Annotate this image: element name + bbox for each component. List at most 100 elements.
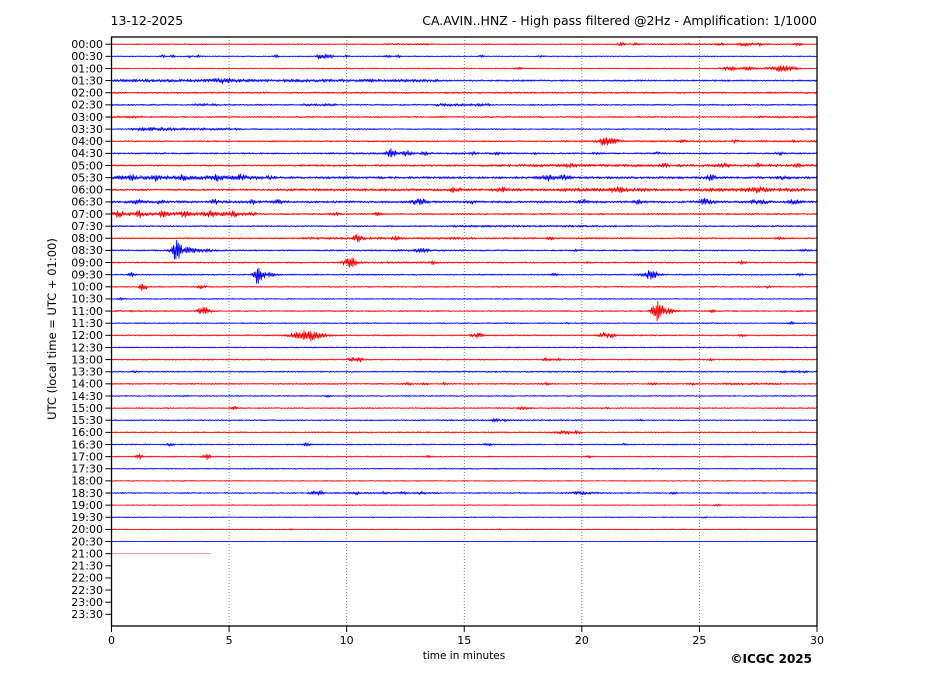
x-tick-label-20: 20 (575, 634, 589, 647)
y-tick-label-11:30: 11:30 (71, 317, 103, 330)
y-tick-label-05:00: 05:00 (71, 159, 103, 172)
y-tick-label-13:00: 13:00 (71, 353, 103, 366)
credit: ©ICGC 2025 (730, 652, 812, 666)
trace-11:00 (111, 300, 818, 322)
y-tick-label-23:00: 23:00 (71, 596, 103, 609)
trace-13:30 (111, 370, 818, 374)
x-axis-tick-labels: 0 5 10 15 20 25 30 (108, 634, 824, 647)
x-axis-ticks (111, 626, 818, 632)
y-tick-label-10:00: 10:00 (71, 281, 103, 294)
y-tick-label-05:30: 05:30 (71, 171, 103, 184)
gridlines (228, 37, 700, 626)
y-tick-label-06:00: 06:00 (71, 184, 103, 197)
y-tick-label-20:30: 20:30 (71, 535, 103, 548)
trace-09:00 (111, 257, 818, 268)
trace-20:30 (111, 540, 818, 543)
trace-19:00 (111, 503, 818, 507)
y-tick-label-06:30: 06:30 (71, 196, 103, 209)
y-tick-label-01:30: 01:30 (71, 74, 103, 87)
y-tick-label-00:30: 00:30 (71, 50, 103, 63)
y-tick-label-16:00: 16:00 (71, 426, 103, 439)
y-tick-label-22:30: 22:30 (71, 584, 103, 597)
trace-08:00 (111, 234, 818, 243)
trace-06:00 (111, 186, 818, 194)
trace-05:30 (111, 173, 818, 182)
x-axis-label: time in minutes (423, 650, 505, 662)
trace-00:00 (111, 41, 818, 47)
y-axis-label: UTC (local time = UTC + 01:00) (45, 238, 59, 420)
x-tick-label-5: 5 (226, 634, 233, 647)
y-tick-label-02:00: 02:00 (71, 87, 103, 100)
y-tick-label-14:00: 14:00 (71, 378, 103, 391)
y-tick-label-01:00: 01:00 (71, 62, 103, 75)
y-tick-label-15:30: 15:30 (71, 414, 103, 427)
y-tick-label-10:30: 10:30 (71, 293, 103, 306)
y-tick-label-14:30: 14:30 (71, 390, 103, 403)
trace-11:30 (111, 321, 818, 325)
trace-18:00 (111, 480, 818, 482)
trace-08:30 (111, 239, 818, 260)
y-tick-label-04:30: 04:30 (71, 147, 103, 160)
y-tick-label-23:30: 23:30 (71, 608, 103, 621)
x-tick-label-30: 30 (810, 634, 824, 647)
trace-04:00 (111, 137, 818, 146)
trace-02:30 (111, 103, 818, 107)
y-tick-label-19:00: 19:00 (71, 499, 103, 512)
y-tick-label-09:00: 09:00 (71, 256, 103, 269)
x-tick-label-10: 10 (340, 634, 354, 647)
y-tick-label-16:30: 16:30 (71, 438, 103, 451)
y-tick-label-19:30: 19:30 (71, 511, 103, 524)
trace-14:30 (111, 394, 818, 398)
y-axis-ticks (105, 43, 112, 615)
y-tick-label-21:00: 21:00 (71, 547, 103, 560)
station-title: CA.AVIN..HNZ - High pass filtered @2Hz -… (422, 13, 817, 28)
trace-18:30 (111, 490, 818, 496)
trace-15:00 (111, 406, 818, 411)
y-axis-tick-labels: 00:0000:3001:0001:3002:0002:3003:0003:30… (71, 38, 103, 621)
trace-10:00 (111, 283, 818, 291)
y-tick-label-21:30: 21:30 (71, 560, 103, 573)
trace-19:30 (111, 516, 818, 519)
y-tick-label-12:00: 12:00 (71, 329, 103, 342)
y-tick-label-04:00: 04:00 (71, 135, 103, 148)
trace-03:30 (111, 127, 818, 132)
y-tick-label-18:00: 18:00 (71, 475, 103, 488)
y-tick-label-18:30: 18:30 (71, 487, 103, 500)
trace-00:30 (111, 53, 818, 60)
date-title: 13-12-2025 (111, 13, 184, 28)
trace-02:00 (111, 91, 818, 94)
trace-20:00 (111, 528, 818, 531)
y-tick-label-17:00: 17:00 (71, 450, 103, 463)
trace-17:30 (111, 467, 818, 470)
trace-09:30 (111, 268, 818, 284)
y-tick-label-15:00: 15:00 (71, 402, 103, 415)
trace-17:00 (111, 453, 818, 460)
trace-05:00 (111, 162, 818, 169)
trace-13:00 (111, 356, 818, 363)
trace-04:30 (111, 148, 818, 158)
trace-16:30 (111, 442, 818, 447)
x-tick-label-15: 15 (457, 634, 471, 647)
trace-10:30 (111, 297, 818, 301)
y-tick-label-11:00: 11:00 (71, 305, 103, 318)
y-tick-label-08:00: 08:00 (71, 232, 103, 245)
trace-01:30 (111, 77, 818, 84)
y-tick-label-20:00: 20:00 (71, 523, 103, 536)
y-tick-label-12:30: 12:30 (71, 341, 103, 354)
trace-14:00 (111, 381, 818, 386)
trace-12:00 (111, 330, 818, 342)
trace-01:00 (111, 65, 818, 72)
y-tick-label-03:30: 03:30 (71, 123, 103, 136)
y-tick-label-03:00: 03:00 (71, 111, 103, 124)
x-tick-label-25: 25 (692, 634, 706, 647)
trace-07:00 (111, 210, 818, 219)
y-tick-label-22:00: 22:00 (71, 572, 103, 585)
trace-07:30 (111, 224, 818, 228)
trace-12:30 (111, 346, 818, 349)
y-tick-label-00:00: 00:00 (71, 38, 103, 51)
y-tick-label-08:30: 08:30 (71, 244, 103, 257)
y-tick-label-13:30: 13:30 (71, 366, 103, 379)
x-tick-label-0: 0 (108, 634, 115, 647)
